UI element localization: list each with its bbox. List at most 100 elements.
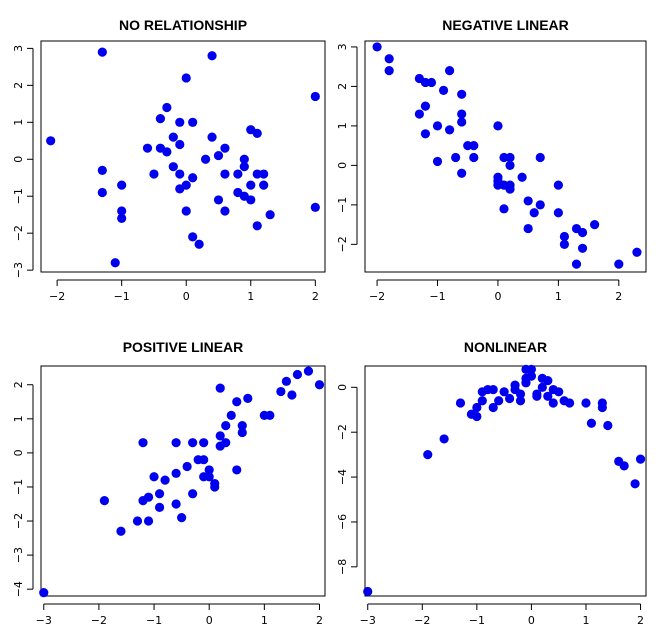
data-point <box>237 421 247 431</box>
data-point <box>504 393 515 404</box>
data-point <box>265 210 275 220</box>
data-point <box>143 516 154 526</box>
data-point <box>220 169 230 179</box>
plot-frame <box>364 365 647 597</box>
data-point <box>97 47 107 57</box>
plot-frame <box>364 40 647 273</box>
data-point <box>505 160 515 170</box>
plot-frame <box>40 365 326 597</box>
data-point <box>523 196 533 206</box>
y-tick-label: 0 <box>12 156 25 163</box>
data-point <box>194 239 204 249</box>
data-point <box>414 109 424 119</box>
data-point <box>432 156 443 167</box>
data-point <box>199 438 209 448</box>
y-tick-label: 1 <box>12 119 25 126</box>
data-point <box>543 375 553 386</box>
data-point <box>162 147 172 157</box>
data-point <box>420 129 431 139</box>
data-point <box>188 232 198 242</box>
data-point <box>472 402 482 413</box>
data-point <box>175 139 185 150</box>
data-point <box>499 387 509 397</box>
data-point <box>188 438 198 448</box>
data-point <box>445 125 455 135</box>
x-tick-label: −3 <box>360 614 376 627</box>
data-point <box>571 259 582 269</box>
data-point <box>215 431 225 441</box>
data-point <box>597 402 607 413</box>
data-point <box>239 154 249 164</box>
data-point <box>310 202 320 212</box>
chart-title: POSITIVE LINEAR <box>123 339 244 355</box>
data-point <box>577 227 588 238</box>
y-tick-label: 3 <box>12 45 25 52</box>
y-tick-label: 2 <box>12 82 25 89</box>
data-point <box>494 396 504 406</box>
data-point <box>252 128 262 138</box>
data-point <box>553 180 563 190</box>
data-point <box>213 150 224 161</box>
x-tick-label: −2 <box>91 614 107 627</box>
data-point <box>276 386 286 397</box>
data-point <box>116 526 126 536</box>
data-point <box>303 366 314 376</box>
data-point <box>181 73 191 83</box>
chart-title: NO RELATIONSHIP <box>119 17 247 33</box>
data-point <box>310 91 320 102</box>
data-point <box>221 438 231 448</box>
x-tick-label: −2 <box>414 614 430 627</box>
data-point <box>420 101 431 111</box>
data-point <box>138 438 148 448</box>
data-point <box>132 516 143 526</box>
data-point <box>535 152 545 163</box>
data-point <box>110 258 120 268</box>
data-point <box>577 243 588 253</box>
data-point <box>455 398 466 408</box>
y-tick-label: 2 <box>336 83 349 90</box>
data-point <box>493 121 503 131</box>
y-tick-label: −1 <box>336 197 349 213</box>
x-tick-label: −1 <box>469 614 485 627</box>
data-point <box>199 455 209 465</box>
data-point <box>175 117 185 127</box>
data-point <box>488 384 498 395</box>
data-point <box>292 369 303 380</box>
data-point <box>175 169 185 179</box>
data-point <box>532 391 542 401</box>
data-point <box>188 117 198 127</box>
data-point <box>232 397 242 407</box>
x-tick-label: 2 <box>637 614 644 627</box>
data-point <box>384 66 394 76</box>
data-point <box>97 165 107 175</box>
data-point <box>171 438 181 448</box>
chart-title: NONLINEAR <box>464 339 547 355</box>
data-point <box>252 169 262 179</box>
scatter-panel-1: NO RELATIONSHIP −2 −1 0 1 2 −3 −2 −1 0 1 2 3 <box>12 17 326 303</box>
data-point <box>160 475 170 485</box>
data-point <box>505 152 515 163</box>
data-point <box>99 495 110 506</box>
data-point <box>220 206 230 216</box>
data-point <box>143 492 154 502</box>
data-point <box>46 136 56 146</box>
data-point <box>232 465 242 475</box>
data-point <box>445 66 455 76</box>
data-point <box>246 180 256 190</box>
data-point <box>457 168 467 178</box>
x-tick-label: −2 <box>49 290 65 303</box>
data-point <box>523 223 533 234</box>
data-point <box>149 169 159 179</box>
y-tick-label: −2 <box>12 513 25 529</box>
y-tick-label: −4 <box>12 581 25 597</box>
data-point <box>590 220 600 230</box>
scatter-panel-3: POSITIVE LINEAR −3 −2 −1 0 1 2 −4 −3 −2 −1 0 1 2 <box>12 339 326 627</box>
data-point <box>246 195 256 205</box>
data-point <box>635 454 646 464</box>
y-tick-label: 1 <box>12 415 25 422</box>
chart-title: NEGATIVE LINEAR <box>442 17 569 33</box>
data-point <box>171 499 181 509</box>
data-point <box>182 461 192 472</box>
data-point <box>97 187 107 198</box>
